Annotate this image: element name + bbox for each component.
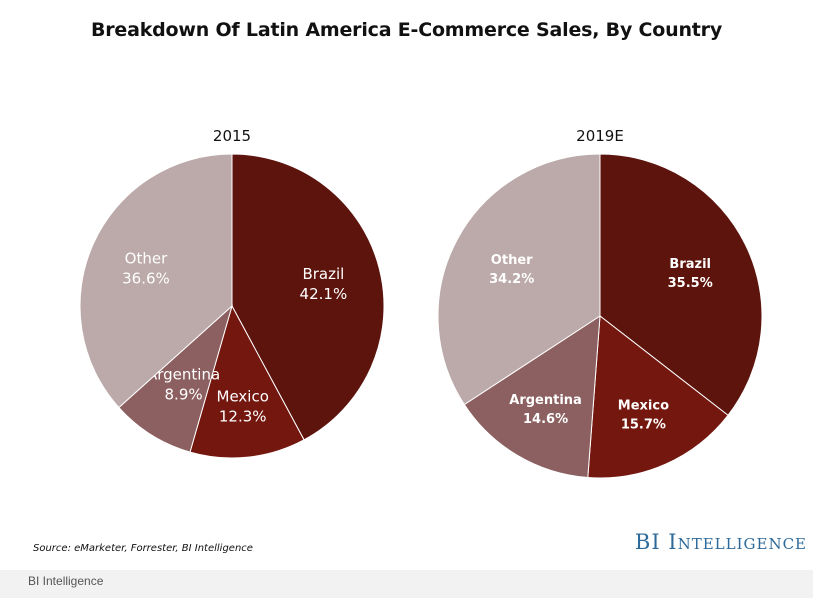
image-caption: BI Intelligence bbox=[28, 574, 104, 588]
slice-label-mexico: Mexico 12.3% bbox=[217, 388, 269, 426]
pie-title-2019e: 2019E bbox=[576, 127, 624, 145]
slice-label-other: Other 34.2% bbox=[489, 253, 534, 287]
pie-title-2015: 2015 bbox=[213, 127, 251, 145]
slice-label-argentina: Argentina 8.9% bbox=[147, 365, 220, 403]
source-note: Source: eMarketer, Forrester, BI Intelli… bbox=[33, 543, 253, 554]
pie-slice-brazil bbox=[231, 153, 385, 441]
chart-card: Breakdown Of Latin America E-Commerce Sa… bbox=[0, 0, 813, 570]
pie-slice-argentina bbox=[118, 304, 233, 453]
pie-slice-argentina bbox=[463, 315, 601, 479]
pie-slice-mexico bbox=[587, 315, 729, 479]
slice-label-other: Other 36.6% bbox=[122, 250, 170, 288]
chart-title: Breakdown Of Latin America E-Commerce Sa… bbox=[90, 19, 723, 41]
pie-chart-2019e: 2019E Brazil 35.5% Mexico 15.7% Argentina 14.6… bbox=[437, 127, 763, 479]
slice-label-mexico: Mexico 15.7% bbox=[618, 399, 669, 433]
pie-slice-mexico bbox=[189, 304, 305, 459]
slice-label-brazil: Brazil 35.5% bbox=[668, 257, 713, 291]
pie-slice-other bbox=[437, 153, 601, 406]
pie-slice-other bbox=[79, 153, 233, 409]
slice-label-argentina: Argentina 14.6% bbox=[509, 393, 582, 427]
slice-label-brazil: Brazil 42.1% bbox=[300, 265, 348, 303]
pie-slice-brazil bbox=[599, 153, 763, 416]
pie-chart-2015: 2015 Brazil 42.1% Mexico 12.3%Argentina 8.9% O… bbox=[79, 127, 385, 459]
pie-charts: 2015 Brazil 42.1% Mexico 12.3%Argentina 8.9% O… bbox=[79, 127, 763, 479]
bi-intelligence-logo: BI Intelligence bbox=[634, 530, 807, 554]
